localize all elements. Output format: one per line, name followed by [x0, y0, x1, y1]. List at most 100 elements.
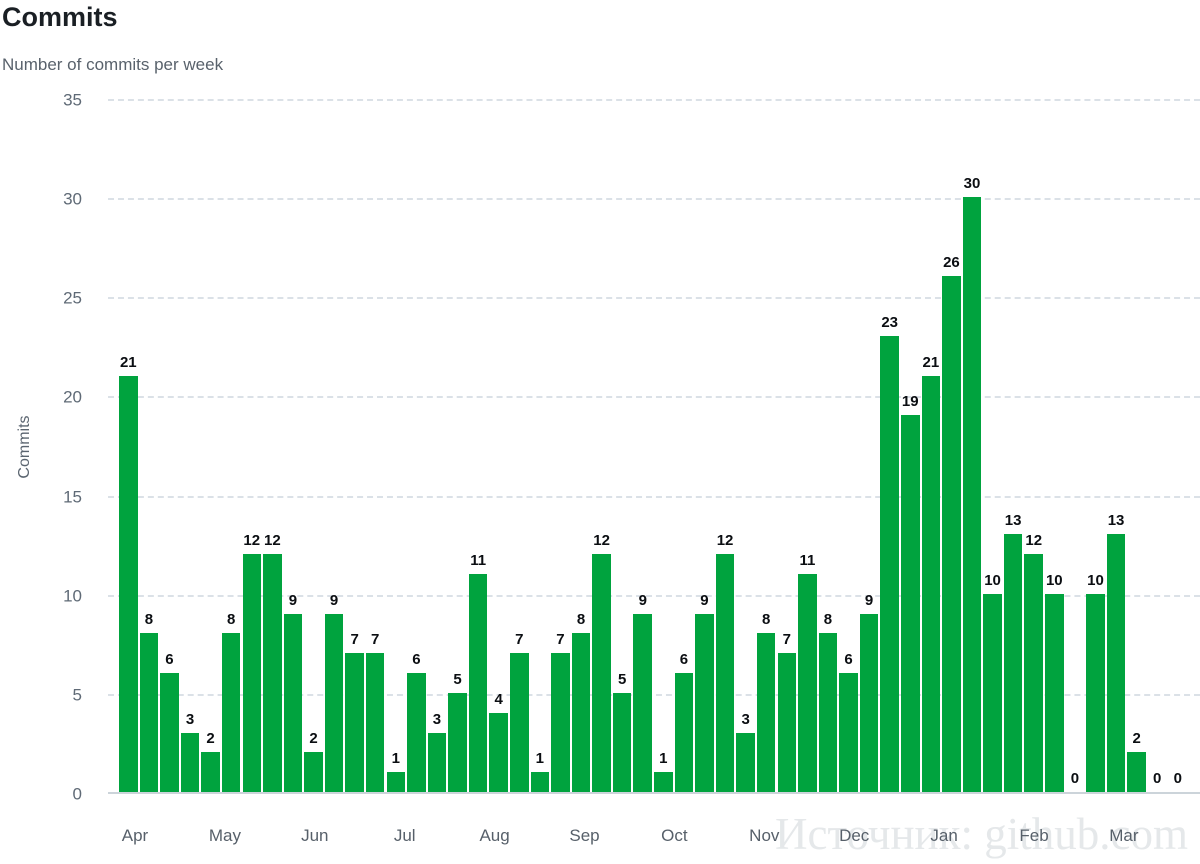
commit-bar-week-38[interactable] [880, 335, 899, 792]
week-slot-33: 7 [777, 100, 798, 792]
commit-bar-week-11[interactable] [324, 613, 344, 792]
commit-bar-week-33[interactable] [777, 653, 797, 792]
commit-bar-week-42[interactable] [962, 197, 982, 792]
commit-bar-week-20[interactable] [510, 653, 529, 792]
commit-bar-week-13[interactable] [365, 653, 385, 792]
commit-bar-week-34[interactable] [798, 573, 817, 792]
commit-bar-week-37[interactable] [859, 613, 879, 792]
week-slot-4: 3 [180, 100, 201, 792]
commit-bar-week-50[interactable] [1127, 752, 1146, 792]
bar-value-label: 12 [593, 532, 610, 550]
commit-bar-week-9[interactable] [283, 613, 303, 792]
week-slot-1: 21 [118, 100, 139, 792]
commit-bar-week-27[interactable] [654, 772, 673, 792]
commit-bar-week-1[interactable] [119, 375, 138, 792]
commit-bar-week-26[interactable] [633, 613, 652, 792]
week-slot-40: 21 [921, 100, 942, 792]
commit-bar-week-41[interactable] [942, 276, 961, 792]
bar-value-label: 26 [943, 254, 960, 272]
bar-value-label: 12 [243, 532, 261, 550]
commit-bar-week-48[interactable] [1086, 593, 1105, 792]
bar-value-label: 8 [144, 611, 154, 629]
commit-bar-week-46[interactable] [1045, 593, 1064, 792]
week-slot-10: 2 [303, 100, 324, 792]
week-slot-50: 2 [1126, 100, 1147, 792]
commit-bar-week-23[interactable] [571, 633, 591, 792]
commit-bar-week-30[interactable] [715, 554, 735, 792]
commit-bar-week-8[interactable] [263, 554, 282, 792]
week-slot-8: 12 [262, 100, 283, 792]
commit-bar-week-36[interactable] [839, 673, 858, 792]
week-slot-46: 10 [1044, 100, 1065, 792]
bar-value-label: 10 [984, 571, 1001, 589]
commit-bar-week-14[interactable] [386, 772, 406, 792]
commit-bar-week-18[interactable] [468, 573, 488, 792]
commit-bar-week-31[interactable] [736, 732, 755, 792]
commit-bar-week-45[interactable] [1024, 554, 1043, 792]
week-slot-44: 13 [1003, 100, 1024, 792]
commit-bar-week-19[interactable] [489, 712, 508, 792]
x-tick-month-mar: Mar [1109, 826, 1139, 845]
week-slot-48: 10 [1085, 100, 1106, 792]
commit-bar-week-16[interactable] [427, 732, 447, 792]
commit-bar-week-25[interactable] [612, 692, 632, 792]
y-tick-label-5: 5 [72, 685, 82, 705]
bar-value-label: 8 [762, 611, 771, 629]
commit-bar-week-35[interactable] [818, 633, 838, 792]
commit-bar-week-32[interactable] [756, 633, 776, 792]
bar-value-label: 6 [844, 651, 853, 669]
commit-bar-week-15[interactable] [407, 673, 426, 792]
commit-bar-week-7[interactable] [242, 554, 262, 792]
commit-bar-week-43[interactable] [983, 593, 1002, 792]
commit-bar-week-2[interactable] [139, 633, 159, 792]
commit-bar-week-28[interactable] [674, 673, 694, 792]
bar-value-label: 8 [576, 611, 586, 629]
bar-value-label: 7 [350, 631, 359, 649]
commit-bar-week-29[interactable] [695, 613, 714, 792]
commit-bar-week-3[interactable] [160, 673, 179, 792]
bar-value-label: 11 [470, 551, 487, 569]
bar-value-label: 7 [515, 631, 524, 649]
bar-value-label: 9 [329, 591, 339, 609]
week-slot-27: 1 [653, 100, 674, 792]
commit-bar-week-12[interactable] [345, 653, 364, 792]
x-tick-month-aug: Aug [479, 826, 510, 845]
commit-bar-week-10[interactable] [304, 752, 323, 792]
gridline-30 [108, 198, 1200, 201]
bar-value-label: 30 [963, 175, 981, 193]
bar-value-label: 5 [453, 670, 462, 688]
week-slot-39: 19 [900, 100, 921, 792]
commit-bar-week-39[interactable] [901, 415, 920, 792]
week-slot-38: 23 [879, 100, 900, 792]
y-tick-label-15: 15 [63, 487, 82, 507]
y-tick-label-20: 20 [63, 387, 82, 407]
commit-bar-week-5[interactable] [201, 752, 220, 792]
commit-bar-week-21[interactable] [530, 772, 550, 792]
x-tick-month-apr: Apr [121, 826, 149, 845]
commit-bar-week-17[interactable] [448, 692, 467, 792]
bar-value-label: 8 [823, 611, 833, 629]
bar-value-label: 4 [494, 690, 503, 708]
bar-value-label: 3 [185, 710, 195, 728]
commit-bar-week-49[interactable] [1106, 534, 1126, 792]
bar-value-label: 10 [1045, 571, 1063, 589]
commit-bar-week-40[interactable] [921, 375, 941, 792]
week-slot-24: 12 [591, 100, 612, 792]
week-slot-34: 11 [797, 100, 818, 792]
commit-bar-week-4[interactable] [180, 732, 200, 792]
bar-value-label: 19 [901, 393, 919, 411]
week-slot-20: 7 [509, 100, 530, 792]
week-slot-6: 8 [221, 100, 242, 792]
week-slot-13: 7 [365, 100, 386, 792]
commit-bar-week-24[interactable] [592, 554, 611, 792]
commit-bar-week-22[interactable] [551, 653, 570, 792]
week-slot-49: 13 [1106, 100, 1127, 792]
week-slot-12: 7 [344, 100, 365, 792]
week-slot-19: 4 [488, 100, 509, 792]
page-subtitle: Number of commits per week [2, 55, 224, 74]
bar-value-label: 2 [309, 730, 318, 748]
commit-bar-week-6[interactable] [221, 633, 241, 792]
y-tick-label-0: 0 [72, 784, 82, 804]
commit-bar-week-44[interactable] [1003, 534, 1023, 792]
bar-value-label: 2 [1132, 730, 1141, 748]
